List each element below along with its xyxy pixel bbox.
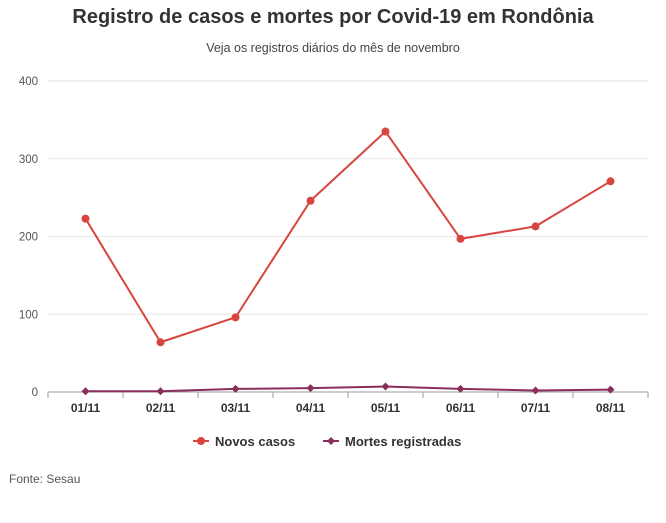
data-point[interactable] xyxy=(531,386,540,395)
y-tick-label: 400 xyxy=(19,76,38,88)
data-point[interactable] xyxy=(456,384,465,393)
grid-lines: 0 100 200 300 400 xyxy=(19,76,648,399)
legend-marker xyxy=(197,437,205,445)
data-point[interactable] xyxy=(381,382,390,391)
legend-item[interactable]: Novos casos xyxy=(193,434,295,449)
legend: Novos casos Mortes registradas xyxy=(193,434,461,449)
y-tick-label: 200 xyxy=(19,232,38,244)
x-tick-label: 04/11 xyxy=(296,401,326,415)
data-point[interactable] xyxy=(81,214,90,223)
data-point[interactable] xyxy=(606,177,615,186)
legend-label: Mortes registradas xyxy=(345,434,461,449)
x-tick-label: 07/11 xyxy=(521,401,551,415)
series-layer xyxy=(81,127,615,396)
chart-title: Registro de casos e mortes por Covid-19 … xyxy=(72,6,594,28)
data-point[interactable] xyxy=(456,234,465,243)
data-point[interactable] xyxy=(381,127,390,136)
x-tick-label: 02/11 xyxy=(146,401,176,415)
data-point[interactable] xyxy=(306,384,315,393)
x-tick-label: 06/11 xyxy=(446,401,476,415)
series-line-1 xyxy=(85,385,611,393)
x-axis: 01/11 02/11 03/11 04/11 05/11 06/11 07/11 08/11 xyxy=(47,391,649,415)
data-point[interactable] xyxy=(81,387,90,396)
legend-marker xyxy=(327,437,335,445)
y-tick-label: 300 xyxy=(19,154,38,166)
chart-subtitle: Veja os registros diários do mês de nove… xyxy=(206,41,460,55)
legend-item[interactable]: Mortes registradas xyxy=(323,434,461,449)
data-point[interactable] xyxy=(156,338,165,347)
data-point[interactable] xyxy=(231,384,240,393)
x-tick-label: 03/11 xyxy=(221,401,251,415)
source-note: Fonte: Sesau xyxy=(9,472,81,486)
data-point[interactable] xyxy=(531,222,540,231)
legend-label: Novos casos xyxy=(215,434,295,449)
x-tick-label: 08/11 xyxy=(596,401,626,415)
data-point[interactable] xyxy=(606,385,615,394)
y-tick-label: 100 xyxy=(19,309,38,321)
data-point[interactable] xyxy=(306,196,315,205)
x-tick-label: 01/11 xyxy=(71,401,101,415)
data-point[interactable] xyxy=(231,313,240,322)
data-point[interactable] xyxy=(156,387,165,396)
x-tick-label: 05/11 xyxy=(371,401,401,415)
series-line-0 xyxy=(84,130,612,344)
y-tick-label: 0 xyxy=(32,387,38,399)
